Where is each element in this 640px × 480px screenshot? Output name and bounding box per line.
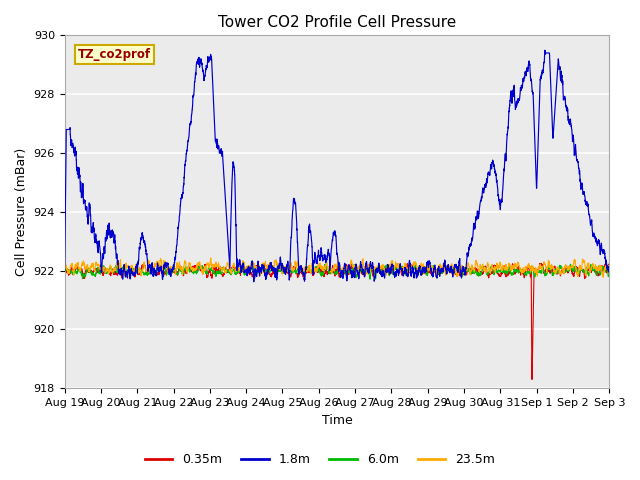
- Title: Tower CO2 Profile Cell Pressure: Tower CO2 Profile Cell Pressure: [218, 15, 456, 30]
- Text: TZ_co2prof: TZ_co2prof: [78, 48, 152, 60]
- X-axis label: Time: Time: [321, 414, 353, 427]
- Legend: 0.35m, 1.8m, 6.0m, 23.5m: 0.35m, 1.8m, 6.0m, 23.5m: [140, 448, 500, 471]
- Y-axis label: Cell Pressure (mBar): Cell Pressure (mBar): [15, 148, 28, 276]
